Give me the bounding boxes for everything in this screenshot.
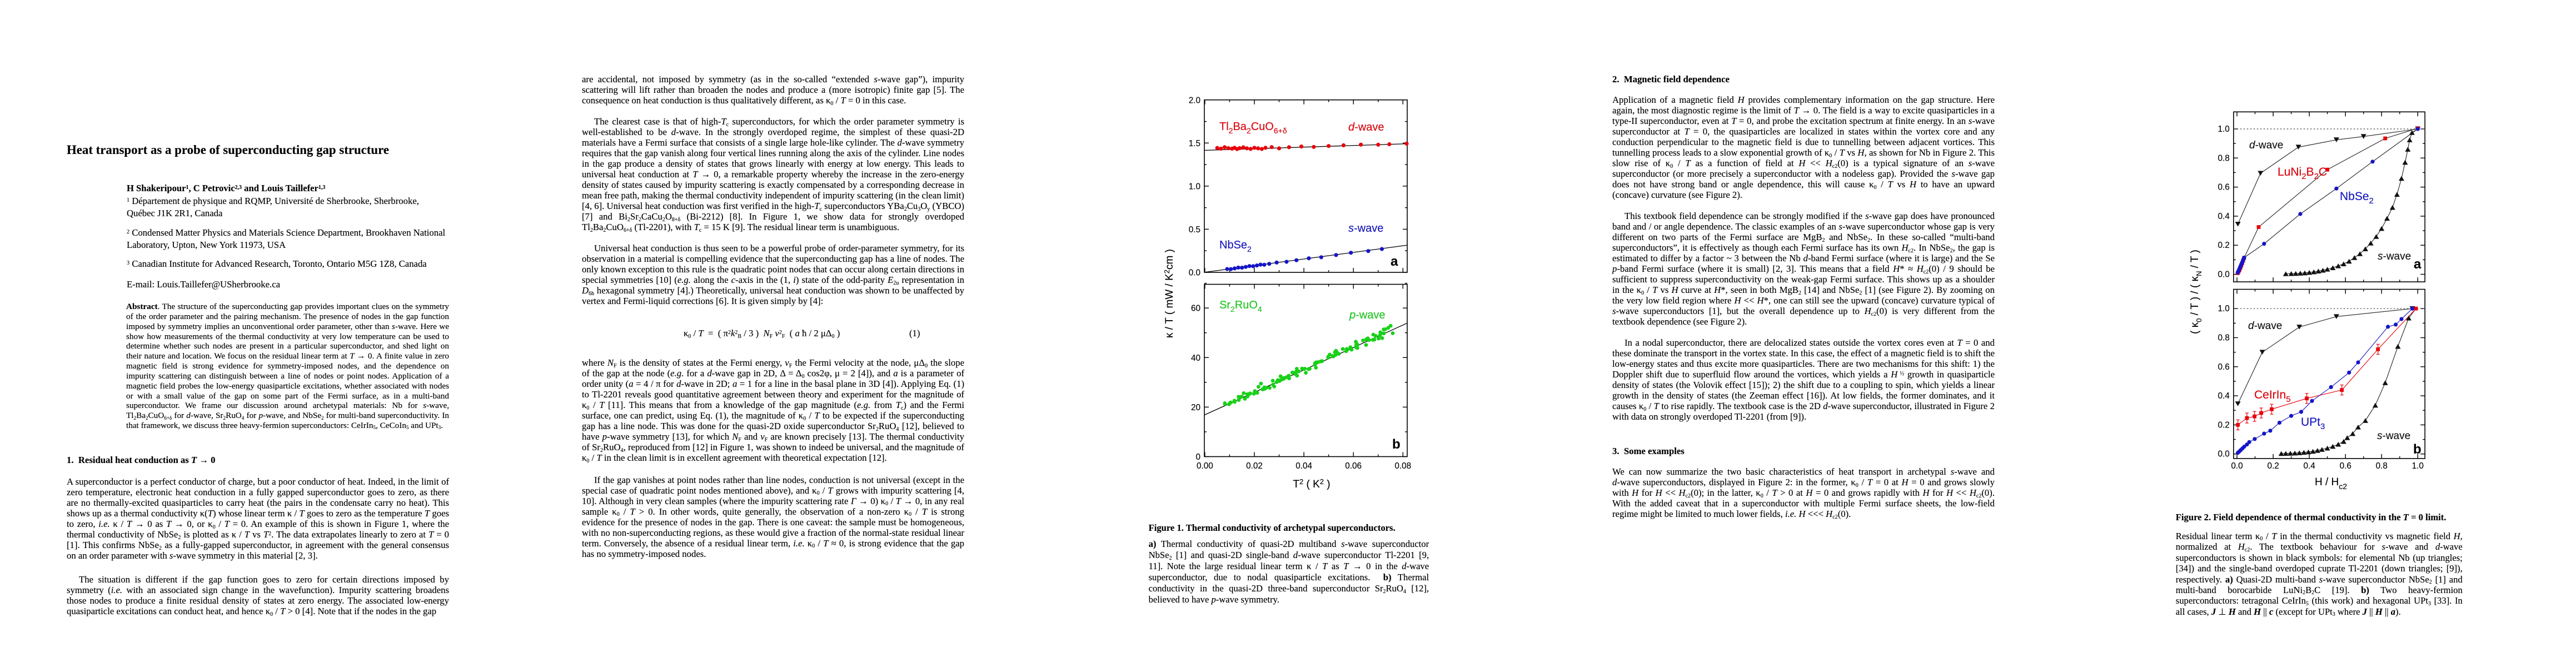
svg-text:0.02: 0.02 <box>1246 461 1263 471</box>
svg-text:0: 0 <box>1195 452 1200 462</box>
svg-text:0.0: 0.0 <box>2218 450 2230 459</box>
svg-text:0.2: 0.2 <box>2267 461 2279 471</box>
svg-text:1.0: 1.0 <box>2218 125 2230 134</box>
svg-text:0.00: 0.00 <box>1197 461 1213 471</box>
svg-text:b: b <box>1392 437 1401 452</box>
svg-text:T2 ( K2 ): T2 ( K2 ) <box>1293 477 1330 490</box>
svg-text:NbSe2: NbSe2 <box>1219 239 1252 253</box>
svg-text:( κ0 / T ) / ( κN / T ): ( κ0 / T ) / ( κN / T ) <box>2189 250 2203 334</box>
svg-text:0.2: 0.2 <box>2218 241 2230 250</box>
svg-text:0.04: 0.04 <box>1296 461 1312 471</box>
svg-text:Tl2Ba2CuO6+δ: Tl2Ba2CuO6+δ <box>1219 121 1287 135</box>
svg-text:1.0: 1.0 <box>2218 304 2230 313</box>
svg-text:0.8: 0.8 <box>2218 153 2230 163</box>
svg-text:CeIrIn5: CeIrIn5 <box>2254 389 2291 404</box>
svg-text:0.8: 0.8 <box>2218 334 2230 343</box>
svg-text:0.6: 0.6 <box>2340 461 2351 471</box>
svg-text:0.08: 0.08 <box>1394 461 1411 471</box>
svg-text:s-wave: s-wave <box>1348 222 1383 235</box>
svg-text:0.4: 0.4 <box>2303 461 2315 471</box>
svg-text:0.0: 0.0 <box>2218 270 2230 280</box>
svg-text:κ / T ( mW / K2cm ): κ / T ( mW / K2cm ) <box>1163 249 1175 338</box>
svg-text:0.2: 0.2 <box>2218 420 2230 430</box>
svg-text:0.5: 0.5 <box>1189 225 1200 235</box>
svg-text:0.6: 0.6 <box>2218 183 2230 192</box>
svg-text:s-wave: s-wave <box>2377 430 2410 442</box>
svg-text:2.0: 2.0 <box>1189 96 1200 105</box>
svg-text:d-wave: d-wave <box>2249 140 2283 151</box>
svg-text:Sr2RuO4: Sr2RuO4 <box>1219 299 1262 313</box>
svg-text:0.0: 0.0 <box>2231 461 2243 471</box>
svg-text:1.0: 1.0 <box>2412 461 2424 471</box>
svg-text:0.06: 0.06 <box>1345 461 1362 471</box>
svg-text:1.0: 1.0 <box>1189 182 1200 191</box>
svg-text:p-wave: p-wave <box>1349 309 1385 321</box>
svg-text:b: b <box>2413 442 2421 457</box>
svg-text:0.8: 0.8 <box>2376 461 2388 471</box>
svg-text:40: 40 <box>1191 354 1200 363</box>
svg-text:1.5: 1.5 <box>1189 139 1200 148</box>
svg-text:0.0: 0.0 <box>1189 268 1200 277</box>
svg-text:0.4: 0.4 <box>2218 391 2230 401</box>
svg-text:UPt3: UPt3 <box>2301 416 2325 431</box>
svg-text:NbSe2: NbSe2 <box>2340 190 2374 206</box>
svg-text:0.6: 0.6 <box>2218 362 2230 372</box>
svg-text:s-wave: s-wave <box>2378 251 2411 262</box>
svg-text:LuNi2B2C: LuNi2B2C <box>2278 166 2327 181</box>
svg-text:d-wave: d-wave <box>1348 121 1384 133</box>
svg-text:H / Hc2: H / Hc2 <box>2315 476 2347 491</box>
svg-text:0.4: 0.4 <box>2218 212 2230 221</box>
svg-text:20: 20 <box>1191 403 1200 412</box>
svg-text:d-wave: d-wave <box>2248 320 2282 332</box>
svg-text:a: a <box>1391 254 1398 269</box>
svg-text:a: a <box>2414 257 2421 272</box>
svg-text:60: 60 <box>1191 304 1200 313</box>
